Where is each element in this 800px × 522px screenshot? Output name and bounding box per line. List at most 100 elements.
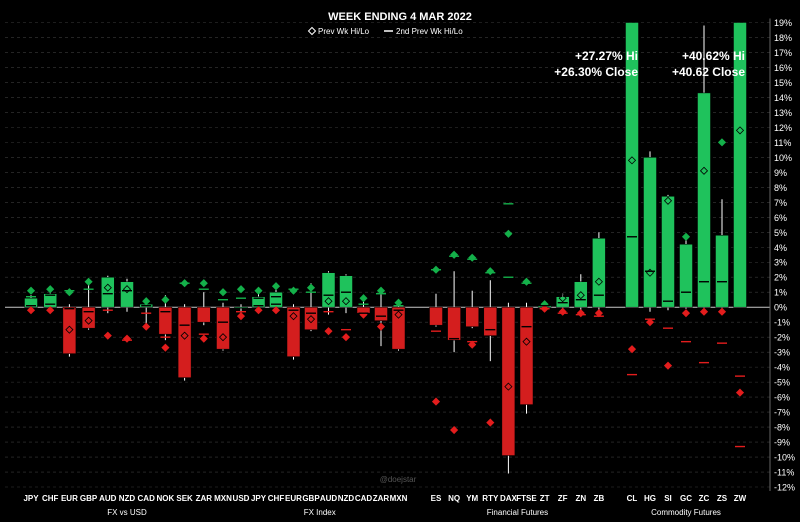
prev-wk-marker xyxy=(663,196,673,205)
group-labels: FX vs USD FX Index Financial Futures Commod… xyxy=(107,508,721,517)
bar-zb xyxy=(592,238,606,308)
x-tick-label: NZD xyxy=(119,494,136,503)
legend-diamond-icon xyxy=(307,26,317,36)
y-tick-label: -11% xyxy=(774,468,794,478)
bar-aud xyxy=(321,272,336,308)
prev-wk-marker xyxy=(218,333,228,342)
prev-wk-marker xyxy=(254,286,263,295)
y-tick-label: 17% xyxy=(774,48,792,58)
bar-gc xyxy=(679,244,693,308)
prev-wk-marker xyxy=(306,283,316,292)
x-tick-label: NZD xyxy=(338,494,355,503)
x-tick-label: DAX xyxy=(500,494,518,503)
y-tick-label: 7% xyxy=(774,198,787,208)
y-tick-label: -7% xyxy=(774,408,790,418)
x-tick-label: GBP xyxy=(80,494,98,503)
x-tick-label: ZAR xyxy=(196,494,213,503)
prev-wk-marker xyxy=(65,325,74,334)
x-tick-label: ZT xyxy=(540,494,550,503)
prev-wk-marker xyxy=(84,316,93,325)
prev-wk-marker xyxy=(254,306,263,315)
annotation-text: +26.30% Close xyxy=(554,65,638,79)
prev-wk-marker xyxy=(218,288,228,297)
y-tick-label: 3% xyxy=(774,258,787,268)
prev-wk-marker xyxy=(289,312,298,321)
y-tick-label: 10% xyxy=(774,153,792,163)
bar-es xyxy=(429,306,443,326)
chart-title: WEEK ENDING 4 MAR 2022 xyxy=(328,11,472,23)
y-tick-label: -9% xyxy=(774,438,790,448)
y-tick-label: 2% xyxy=(774,273,787,283)
y-tick-label: 12% xyxy=(774,123,792,133)
bar-nzd xyxy=(120,281,134,308)
prev-wk-marker xyxy=(271,282,281,291)
prev-wk-marker xyxy=(46,306,55,315)
x-tick-label: ZC xyxy=(699,494,710,503)
bar-nq xyxy=(447,306,461,341)
x-tick-label: CHF xyxy=(42,494,59,503)
prev-wk-marker xyxy=(324,327,333,336)
bar-zw xyxy=(733,22,747,308)
prev-wk-marker xyxy=(161,343,170,352)
y-tick-label: 11% xyxy=(774,138,791,148)
x-tick-label: EUR xyxy=(61,494,78,503)
prev-wk-marker xyxy=(306,315,316,324)
bar-eur xyxy=(286,306,301,357)
x-tick-label: CAD xyxy=(355,494,373,503)
prev-wk-marker xyxy=(142,322,151,331)
bar-zs xyxy=(715,235,729,308)
x-tick-label: GBP xyxy=(302,494,320,503)
x-tick-label: RTY xyxy=(482,494,499,503)
y-tick-label: 4% xyxy=(774,243,787,253)
annotation-text: +40.62 Close xyxy=(672,65,745,79)
group-label: FX vs USD xyxy=(107,508,147,517)
bar-nok xyxy=(158,306,173,335)
x-axis: JPY CHF EUR GBP AUD NZD CAD NOK SEK ZAR MXN USD JPY C… xyxy=(23,494,746,503)
y-tick-label: 5% xyxy=(774,228,787,238)
x-tick-label: CL xyxy=(627,494,638,503)
annotations: +27.27% Hi +26.30% Close +40.62% Hi +40.62 … xyxy=(554,49,745,79)
prev-wk-marker xyxy=(558,307,567,316)
prev-wk-marker xyxy=(394,310,403,319)
x-tick-label: ZW xyxy=(734,494,747,503)
prev-wk-marker xyxy=(341,297,351,306)
bar-zar xyxy=(374,306,388,321)
bar-nzd xyxy=(339,275,353,308)
prev-wk-marker xyxy=(522,337,531,346)
bar-hg xyxy=(643,157,657,308)
bar-zn xyxy=(574,281,588,308)
prev-wk-marker xyxy=(450,425,459,435)
prev-wk-marker xyxy=(236,285,246,294)
x-tick-label: ZN xyxy=(575,494,586,503)
bar-mxn xyxy=(391,306,406,350)
x-tick-label: ZS xyxy=(717,494,728,503)
y-tick-label: -10% xyxy=(774,453,795,463)
y-tick-label: 13% xyxy=(774,108,792,118)
x-tick-label: MXN xyxy=(390,494,408,503)
bar-usd xyxy=(234,306,248,309)
y-tick-label: -1% xyxy=(774,318,790,328)
prev-wk-marker xyxy=(324,297,333,306)
y-tick-label: 8% xyxy=(774,183,787,193)
x-tick-label: CHF xyxy=(268,494,285,503)
marks xyxy=(24,22,747,474)
prev-wk-marker xyxy=(645,318,655,327)
prev-wk-marker xyxy=(681,309,691,318)
y-tick-label: 16% xyxy=(774,63,792,73)
x-tick-label: HG xyxy=(644,494,656,503)
annotation-text: +40.62% Hi xyxy=(682,49,745,63)
x-tick-label: SEK xyxy=(176,494,193,503)
bar-eur xyxy=(62,306,77,354)
prev-wk-marker xyxy=(663,361,673,370)
legend-label: Prev Wk Hi/Lo xyxy=(318,27,370,36)
bar-mxn xyxy=(216,306,230,350)
prev-wk-marker xyxy=(199,334,208,343)
prev-wk-marker xyxy=(735,126,745,135)
x-tick-label: USD xyxy=(233,494,250,503)
prev-wk-marker xyxy=(26,306,36,315)
group-label: FX Index xyxy=(304,508,336,517)
prev-wk-marker xyxy=(717,138,727,147)
y-tick-label: 14% xyxy=(774,93,792,103)
prev-wk-marker xyxy=(594,277,603,286)
bar-aud xyxy=(101,276,115,308)
